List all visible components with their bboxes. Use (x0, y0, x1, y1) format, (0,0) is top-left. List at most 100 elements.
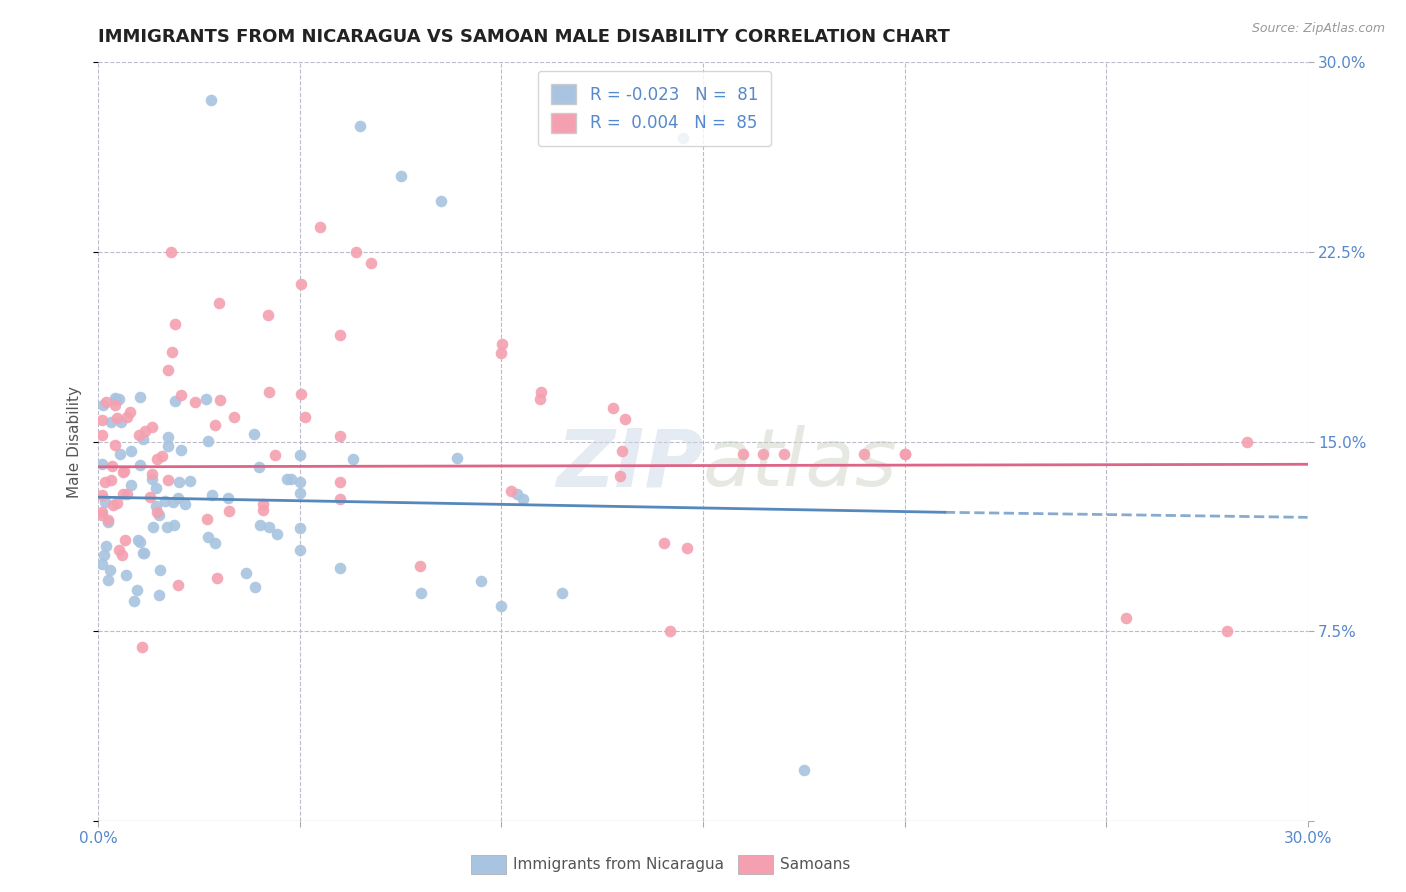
Point (290, 387, 312, 401)
Point (491, 346, 513, 360)
Point (170, 443, 193, 458)
Point (155, 494, 177, 508)
Point (409, 559, 432, 574)
Point (91, 558, 114, 572)
Point (793, 763, 815, 777)
Point (94, 475, 117, 489)
Point (148, 588, 170, 602)
Point (602, 401, 624, 416)
Point (105, 496, 128, 510)
Point (167, 491, 190, 505)
Point (131, 640, 153, 655)
Point (652, 535, 675, 549)
Point (280, 472, 302, 486)
Point (491, 337, 513, 351)
Point (97, 513, 120, 527)
Point (129, 535, 152, 549)
Point (276, 472, 298, 486)
Point (111, 465, 134, 479)
Point (208, 295, 231, 310)
Point (329, 491, 352, 506)
Point (243, 580, 266, 594)
Point (131, 432, 153, 446)
Point (672, 131, 695, 145)
Point (101, 498, 124, 512)
Point (430, 194, 453, 209)
Point (174, 497, 197, 511)
Point (104, 391, 127, 405)
Point (288, 521, 311, 535)
Point (247, 459, 270, 474)
Point (288, 486, 311, 500)
Text: Immigrants from Nicaragua: Immigrants from Nicaragua (513, 857, 724, 871)
Point (288, 543, 311, 558)
Point (614, 412, 637, 426)
Point (195, 512, 218, 526)
Point (217, 491, 239, 505)
Point (101, 458, 124, 473)
Point (104, 438, 127, 452)
Point (132, 546, 155, 560)
Point (157, 430, 180, 444)
Point (115, 568, 138, 582)
Point (129, 458, 152, 473)
Point (179, 474, 201, 488)
Point (259, 520, 281, 534)
Point (506, 486, 529, 500)
Point (122, 593, 145, 607)
Point (156, 520, 179, 534)
Point (165, 393, 187, 408)
Point (259, 384, 281, 399)
Point (290, 277, 312, 292)
Point (222, 409, 245, 424)
Point (163, 517, 186, 532)
Point (107, 392, 129, 406)
Point (145, 481, 167, 495)
Point (157, 439, 180, 453)
Text: atlas: atlas (703, 425, 898, 503)
Point (512, 491, 534, 506)
Point (120, 478, 142, 492)
Point (163, 317, 186, 331)
Point (491, 599, 513, 613)
Point (91, 457, 114, 471)
Point (256, 308, 278, 322)
Point (264, 449, 287, 463)
Point (167, 475, 190, 490)
Point (209, 392, 232, 407)
Point (235, 566, 257, 581)
Point (197, 434, 219, 449)
Point (107, 542, 129, 557)
Point (149, 563, 172, 577)
Point (105, 410, 128, 425)
Point (329, 428, 352, 442)
Point (309, 219, 332, 234)
Point (200, 94, 222, 108)
Point (197, 530, 219, 544)
Point (170, 387, 193, 401)
Point (530, 385, 553, 400)
Point (610, 443, 633, 458)
Point (112, 487, 135, 501)
Point (160, 244, 183, 259)
Point (201, 488, 224, 502)
Point (138, 490, 160, 504)
Point (893, 447, 915, 461)
Point (104, 392, 127, 407)
Point (120, 405, 142, 419)
Point (676, 541, 699, 555)
Point (93, 548, 115, 562)
Point (1216, 624, 1239, 639)
Point (150, 449, 173, 463)
Point (111, 548, 134, 562)
Point (146, 451, 169, 466)
Point (329, 327, 352, 342)
Point (205, 571, 228, 585)
Text: IMMIGRANTS FROM NICARAGUA VS SAMOAN MALE DISABILITY CORRELATION CHART: IMMIGRANTS FROM NICARAGUA VS SAMOAN MALE… (98, 28, 950, 45)
Point (120, 443, 142, 458)
Point (389, 169, 412, 184)
Point (470, 574, 492, 588)
Point (132, 546, 155, 560)
Point (499, 484, 522, 499)
Text: Source: ZipAtlas.com: Source: ZipAtlas.com (1251, 22, 1385, 36)
